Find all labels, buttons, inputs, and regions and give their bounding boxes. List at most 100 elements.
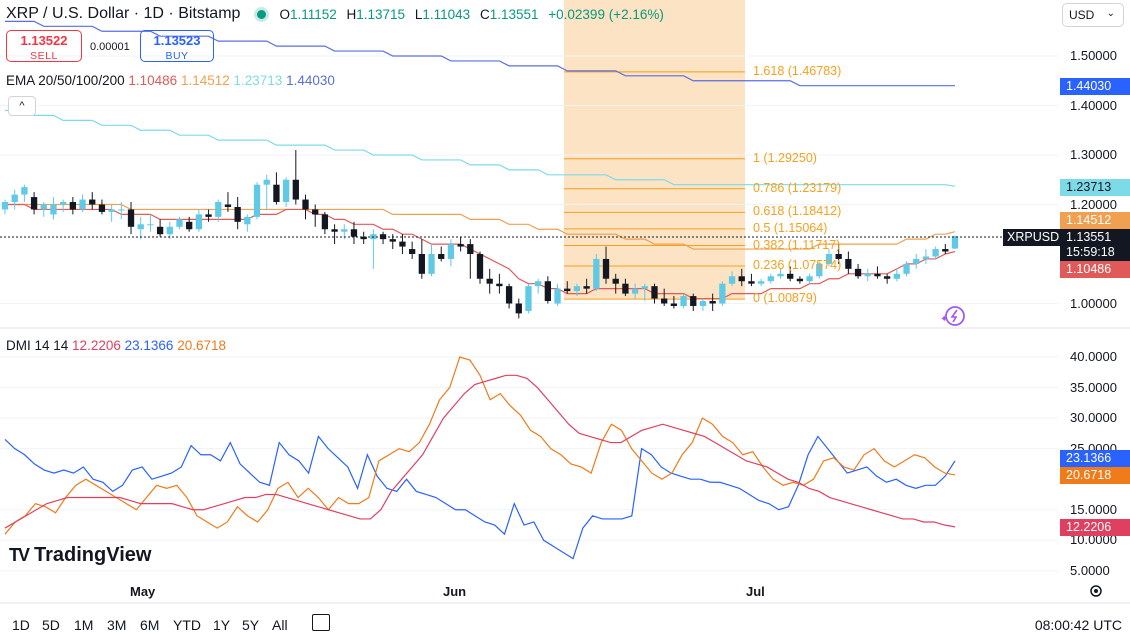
- candle: [622, 278, 629, 297]
- date-range-icon[interactable]: [312, 614, 330, 631]
- candle: [651, 283, 658, 304]
- candle: [787, 266, 794, 282]
- candle: [156, 219, 164, 237]
- sell-button[interactable]: 1.13522 SELL: [6, 30, 82, 62]
- candle-body: [835, 254, 842, 259]
- candle-body: [777, 273, 784, 277]
- candle-body: [147, 224, 154, 226]
- candle: [379, 231, 387, 245]
- replay-icon[interactable]: ✦: [940, 306, 965, 326]
- candle-body: [709, 301, 716, 304]
- candle: [60, 199, 67, 212]
- candle-body: [631, 288, 639, 294]
- ema100-line: [5, 109, 956, 187]
- timeframe-button-1y[interactable]: 1Y: [213, 617, 231, 633]
- candle: [835, 244, 842, 264]
- candle-body: [341, 229, 348, 232]
- candle-body: [98, 204, 106, 212]
- candle-body: [438, 254, 445, 259]
- candle-body: [60, 202, 67, 205]
- dmi-axis-tick: 15.0000: [1070, 501, 1117, 517]
- clock[interactable]: 08:00:42 UTC: [1034, 617, 1122, 633]
- candle: [176, 216, 183, 230]
- candle-body: [224, 204, 232, 207]
- timeframe-button-all[interactable]: All: [272, 617, 288, 633]
- candle: [321, 211, 329, 235]
- fib-level-label: 0.786 (1.23179): [753, 180, 842, 195]
- dmi-axis-tick: 10.0000: [1070, 532, 1117, 548]
- candle: [282, 177, 290, 207]
- candle: [428, 244, 435, 277]
- timeframe-button-1m[interactable]: 1M: [74, 617, 94, 633]
- candle-body: [166, 226, 173, 235]
- candle-body: [379, 234, 387, 240]
- candle: [253, 182, 261, 220]
- candle-body: [69, 202, 77, 210]
- market-status-icon[interactable]: [254, 6, 270, 22]
- collapse-legend-button[interactable]: ^: [8, 96, 36, 116]
- candle: [864, 268, 871, 282]
- candle: [370, 229, 377, 269]
- dmi-legend[interactable]: DMI 14 14 12.2206 23.1366 20.6718: [6, 338, 227, 353]
- candle: [108, 204, 115, 222]
- settings-icon[interactable]: [1090, 585, 1102, 597]
- timeframe-button-1d[interactable]: 1D: [12, 617, 30, 633]
- candle-body: [399, 241, 406, 247]
- candle: [583, 278, 590, 294]
- candle-body: [389, 239, 396, 242]
- candle-body: [913, 258, 920, 264]
- candle: [544, 276, 552, 304]
- timeframe-button-5d[interactable]: 5D: [42, 617, 60, 633]
- currency-select[interactable]: USD ⌄: [1062, 3, 1124, 27]
- candle: [244, 214, 251, 232]
- symbol-title[interactable]: XRP / U.S. Dollar · 1D · Bitstamp: [6, 5, 241, 22]
- candle: [709, 293, 716, 311]
- timeframe-button-5y[interactable]: 5Y: [242, 617, 260, 633]
- buy-button[interactable]: 1.13523 BUY: [140, 30, 214, 62]
- fib-level-label: 0 (1.00879): [753, 291, 817, 306]
- time-label-may: May: [130, 584, 156, 599]
- candle-body: [418, 254, 425, 274]
- candle-body: [728, 276, 736, 284]
- candle-body: [312, 209, 319, 215]
- candle: [399, 234, 406, 254]
- candle-body: [244, 216, 251, 225]
- timeframe-button-ytd[interactable]: YTD: [173, 617, 201, 633]
- candle-body: [127, 209, 135, 227]
- candle-body: [661, 298, 668, 304]
- candle: [767, 273, 774, 284]
- candle: [748, 273, 755, 287]
- candle-body: [457, 244, 464, 247]
- candle: [922, 249, 930, 264]
- candle: [535, 278, 542, 294]
- candle: [50, 197, 57, 220]
- candle: [699, 298, 707, 311]
- candle-body: [602, 258, 610, 279]
- timeframe-button-3m[interactable]: 3M: [107, 617, 127, 633]
- candle-body: [854, 268, 862, 277]
- candle: [777, 268, 784, 279]
- candle: [69, 197, 77, 215]
- candle-body: [535, 281, 542, 287]
- candle: [661, 288, 668, 306]
- candle: [825, 249, 833, 267]
- candle-body: [699, 301, 707, 306]
- ema-legend[interactable]: EMA 20/50/100/200 1.10486 1.14512 1.2371…: [6, 73, 335, 88]
- candle-body: [738, 276, 745, 282]
- candle: [806, 273, 813, 284]
- timeframe-button-6m[interactable]: 6M: [140, 617, 160, 633]
- candle: [137, 216, 144, 240]
- candle: [515, 298, 522, 319]
- candle-body: [108, 209, 115, 212]
- candle: [738, 268, 745, 287]
- candle: [215, 199, 222, 222]
- candle: [205, 209, 212, 222]
- candle: [951, 235, 959, 250]
- candle-body: [428, 254, 435, 274]
- candle-body: [263, 179, 270, 185]
- time-label-jul: Jul: [746, 584, 765, 599]
- candle-body: [496, 283, 503, 287]
- candle: [467, 239, 474, 279]
- candle: [312, 204, 319, 227]
